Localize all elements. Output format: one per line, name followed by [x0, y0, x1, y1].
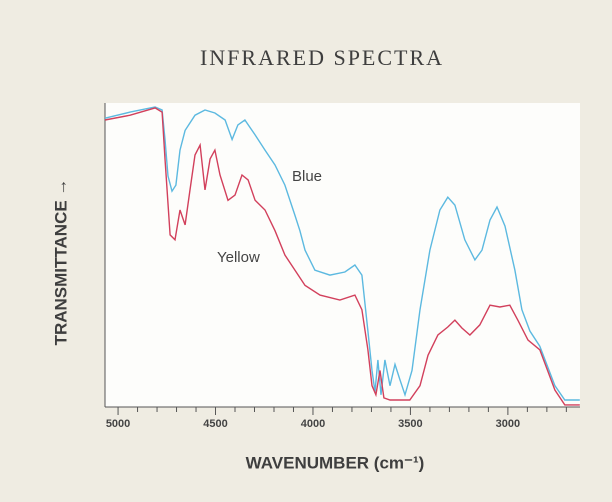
x-tick-label: 5000 [106, 418, 130, 430]
plot-area [105, 103, 580, 407]
chart-title: INFRARED SPECTRA [200, 45, 444, 70]
x-tick-label: 4000 [301, 418, 325, 430]
series-label: Yellow [217, 249, 260, 266]
x-tick-label: 4500 [203, 418, 227, 430]
x-axis-label: WAVENUMBER (cm⁻¹) [246, 453, 425, 472]
series-label: Blue [292, 168, 322, 185]
series-line [104, 107, 580, 406]
series-line [104, 106, 580, 401]
x-tick-label: 3500 [398, 418, 422, 430]
y-axis-label: TRANSMITTANCE → [51, 179, 70, 346]
x-tick-label: 3000 [496, 418, 520, 430]
